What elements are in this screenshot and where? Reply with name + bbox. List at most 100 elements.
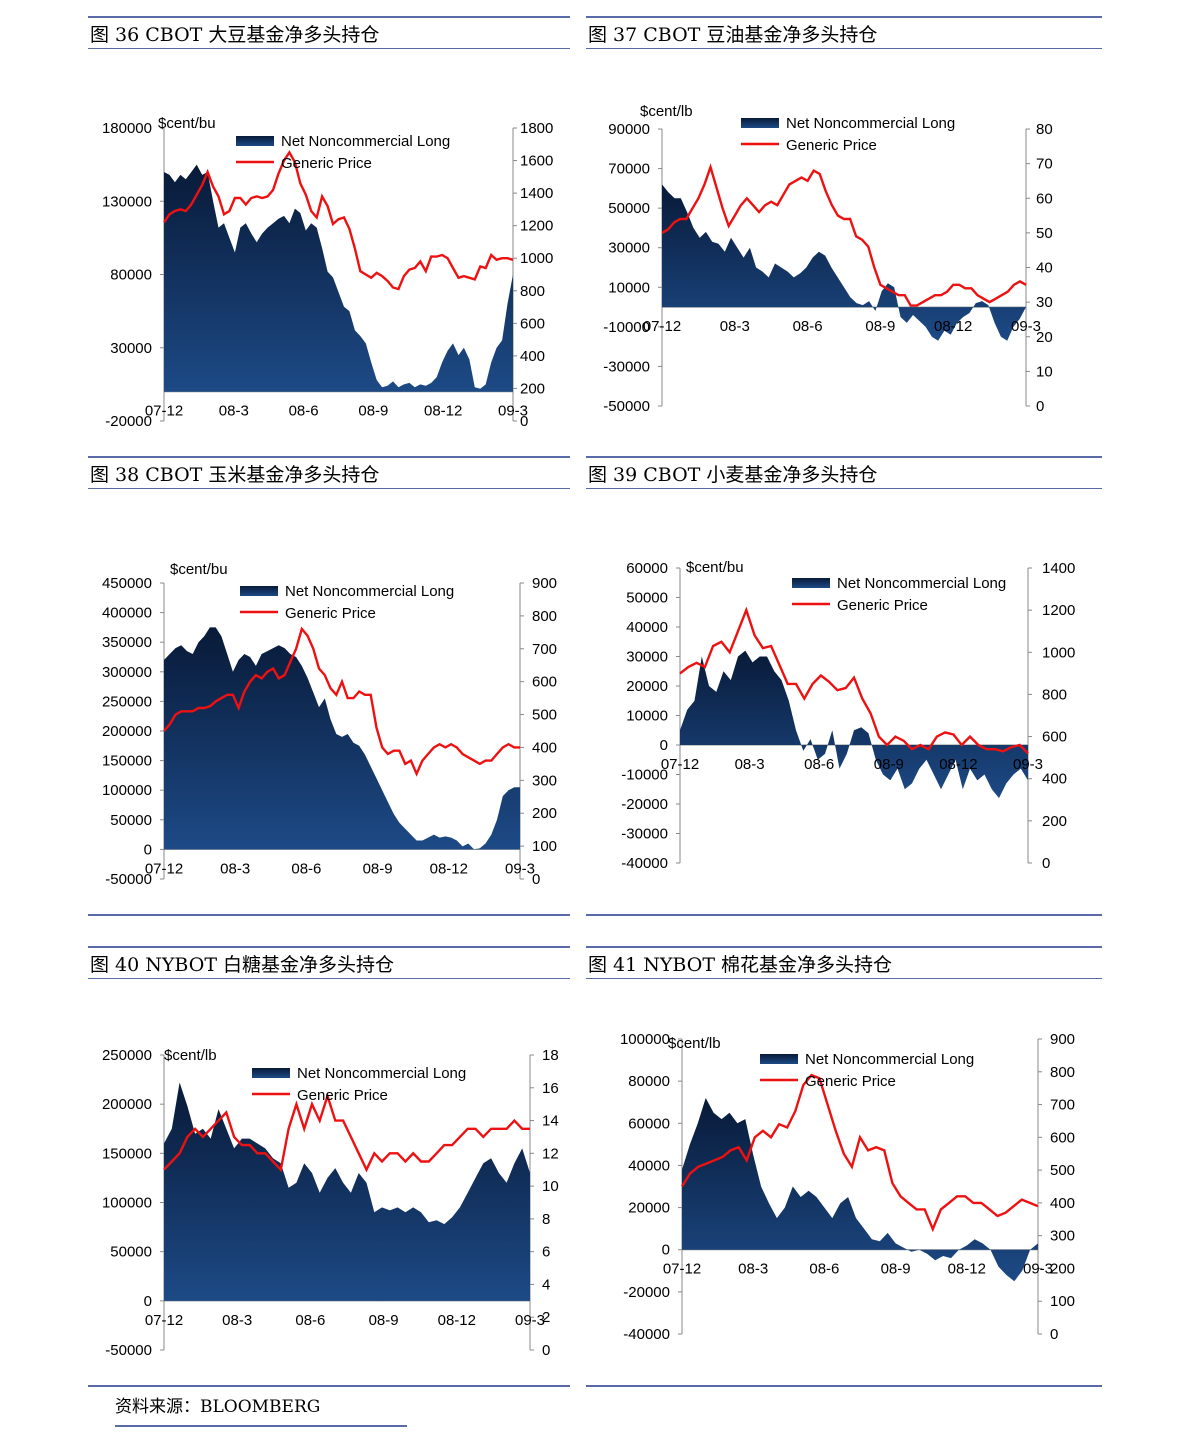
unit-label: $cent/bu bbox=[170, 561, 228, 578]
right-tick-label: 900 bbox=[532, 575, 557, 592]
source-note: 资料来源：BLOOMBERG bbox=[115, 1397, 321, 1417]
chart-title: 图 40 NYBOT 白糖基金净多头持仓 bbox=[90, 954, 395, 976]
left-tick-label: 30000 bbox=[626, 649, 668, 666]
net-long-area bbox=[164, 1082, 530, 1301]
right-tick-label: 0 bbox=[520, 413, 528, 430]
x-tick-label: 08-6 bbox=[804, 756, 834, 773]
footer-rule-right bbox=[586, 1385, 1102, 1387]
right-tick-label: 100 bbox=[1050, 1293, 1075, 1310]
legend-area-swatch bbox=[792, 578, 830, 588]
chart-svg: -40000-30000-20000-100000100002000030000… bbox=[621, 559, 1075, 872]
right-tick-label: 6 bbox=[542, 1244, 550, 1261]
right-tick-label: 1600 bbox=[520, 153, 553, 170]
left-tick-label: 350000 bbox=[102, 634, 152, 651]
x-tick-label: 08-6 bbox=[809, 1261, 839, 1278]
x-tick-label: 08-9 bbox=[881, 1261, 911, 1278]
right-tick-label: 30 bbox=[1036, 294, 1053, 311]
left-tick-label: 80000 bbox=[110, 267, 152, 284]
legend-area-label: Net Noncommercial Long bbox=[805, 1051, 974, 1068]
x-tick-label: 08-9 bbox=[358, 403, 388, 420]
right-tick-label: 1200 bbox=[520, 218, 553, 235]
chart-panel-40: 图 40 NYBOT 白糖基金净多头持仓 -50000 0 50000 100000 1… bbox=[88, 946, 570, 1386]
legend-line-label: Generic Price bbox=[805, 1073, 896, 1090]
left-tick-label: -20000 bbox=[621, 796, 668, 813]
x-tick-label: 08-9 bbox=[874, 756, 904, 773]
right-tick-label: 0 bbox=[1050, 1326, 1058, 1343]
right-tick-label: 16 bbox=[542, 1080, 559, 1097]
left-tick-label: 50000 bbox=[110, 1244, 152, 1261]
right-tick-label: 400 bbox=[1050, 1195, 1075, 1212]
panel-top-rule bbox=[586, 456, 1102, 458]
x-tick-label: 09-3 bbox=[1011, 318, 1041, 335]
right-tick-label: 18 bbox=[542, 1047, 559, 1064]
left-tick-label: 90000 bbox=[608, 121, 650, 138]
right-tick-label: 800 bbox=[532, 608, 557, 625]
left-tick-label: 300000 bbox=[102, 664, 152, 681]
x-tick-label: 08-6 bbox=[291, 860, 321, 877]
x-tick-label: 07-12 bbox=[145, 1312, 183, 1329]
legend-area-swatch bbox=[760, 1054, 798, 1064]
title-rule bbox=[586, 48, 1102, 49]
right-tick-label: 14 bbox=[542, 1113, 559, 1130]
chart-svg: -20000 30000 80000 130000 180000 0 200 400 600 80… bbox=[102, 115, 553, 430]
left-tick-label: 0 bbox=[144, 841, 152, 858]
chart-panel-41: 图 41 NYBOT 棉花基金净多头持仓 -40000 -20000 0 20000 4… bbox=[586, 946, 1102, 1386]
right-tick-label: 400 bbox=[532, 739, 557, 756]
chart-title: 图 36 CBOT 大豆基金净多头持仓 bbox=[90, 24, 380, 46]
legend-area-label: Net Noncommercial Long bbox=[281, 133, 450, 150]
right-tick-label: 300 bbox=[1050, 1228, 1075, 1245]
legend-area-swatch bbox=[240, 586, 278, 596]
left-tick-label: -50000 bbox=[603, 398, 650, 415]
right-tick-label: 1800 bbox=[520, 120, 553, 137]
left-tick-label: 80000 bbox=[628, 1073, 670, 1090]
right-tick-label: 1000 bbox=[1042, 644, 1075, 661]
net-long-area bbox=[164, 627, 520, 850]
left-tick-label: 60000 bbox=[626, 560, 668, 577]
x-tick-label: 08-3 bbox=[220, 860, 250, 877]
title-rule bbox=[586, 978, 1102, 979]
panel-top-rule bbox=[586, 946, 1102, 948]
x-tick-label: 09-3 bbox=[1013, 756, 1043, 773]
x-tick-label: 08-12 bbox=[948, 1261, 986, 1278]
footer-rule-left bbox=[88, 1385, 570, 1387]
left-tick-label: 180000 bbox=[102, 120, 152, 137]
left-tick-label: 100000 bbox=[102, 782, 152, 799]
left-tick-label: -50000 bbox=[105, 1342, 152, 1359]
left-tick-label: 450000 bbox=[102, 575, 152, 592]
left-tick-label: -50000 bbox=[105, 871, 152, 888]
left-tick-label: 100000 bbox=[102, 1195, 152, 1212]
right-tick-label: 80 bbox=[1036, 121, 1053, 138]
net-long-area bbox=[662, 184, 1026, 341]
right-tick-label: 300 bbox=[532, 772, 557, 789]
left-tick-label: 200000 bbox=[102, 723, 152, 740]
right-tick-label: 600 bbox=[532, 674, 557, 691]
left-tick-label: 250000 bbox=[102, 1047, 152, 1064]
title-rule bbox=[88, 48, 570, 49]
x-tick-label: 08-6 bbox=[295, 1312, 325, 1329]
x-tick-label: 08-12 bbox=[939, 756, 977, 773]
right-tick-label: 400 bbox=[520, 348, 545, 365]
left-tick-label: 70000 bbox=[608, 161, 650, 178]
right-tick-label: 200 bbox=[1050, 1260, 1075, 1277]
right-tick-label: 700 bbox=[532, 641, 557, 658]
footer-short-rule bbox=[115, 1425, 407, 1427]
chart-title: 图 39 CBOT 小麦基金净多头持仓 bbox=[588, 464, 878, 486]
chart-panel-39: 图 39 CBOT 小麦基金净多头持仓 -40000 -30000 -20000 -1… bbox=[586, 456, 1102, 916]
right-tick-label: 200 bbox=[1042, 813, 1067, 830]
unit-label: $cent/lb bbox=[640, 103, 693, 120]
right-tick-label: 600 bbox=[1042, 729, 1067, 746]
net-long-area bbox=[164, 164, 513, 392]
left-tick-label: -20000 bbox=[623, 1284, 670, 1301]
chart-svg: -50000 0 50000 100000 150000 200000 250000 0 2 4 6… bbox=[102, 1047, 559, 1359]
chart-svg: -500000500001000001500002000002500003000… bbox=[102, 561, 557, 888]
x-tick-label: 07-12 bbox=[145, 403, 183, 420]
x-tick-label: 08-9 bbox=[865, 318, 895, 335]
right-tick-label: 40 bbox=[1036, 260, 1053, 277]
legend-line-label: Generic Price bbox=[786, 137, 877, 154]
generic-price-line bbox=[680, 1073, 1039, 1233]
chart-title: 图 41 NYBOT 棉花基金净多头持仓 bbox=[588, 954, 893, 976]
left-tick-label: 40000 bbox=[628, 1157, 670, 1174]
left-tick-label: 20000 bbox=[628, 1200, 670, 1217]
unit-label: $cent/bu bbox=[158, 115, 216, 132]
left-tick-label: 100000 bbox=[620, 1031, 670, 1048]
